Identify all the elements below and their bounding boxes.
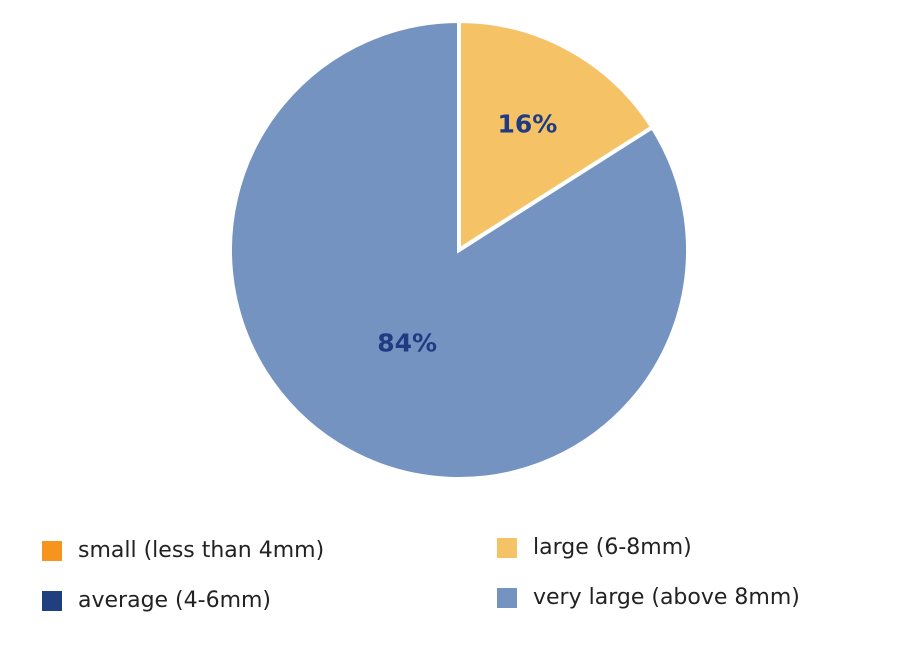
legend-swatch [42,591,62,611]
legend-label: very large (above 8mm) [533,585,800,610]
legend-label: large (6-8mm) [533,535,692,560]
value-label: 84% [377,328,437,357]
legend-label: average (4-6mm) [78,588,271,613]
value-label: 16% [497,110,557,139]
legend-swatch [497,588,517,608]
legend-label: small (less than 4mm) [78,538,324,563]
legend-swatch [497,538,517,558]
pie-slice [457,18,656,254]
pie-slice [228,18,690,481]
legend-swatch [42,541,62,561]
